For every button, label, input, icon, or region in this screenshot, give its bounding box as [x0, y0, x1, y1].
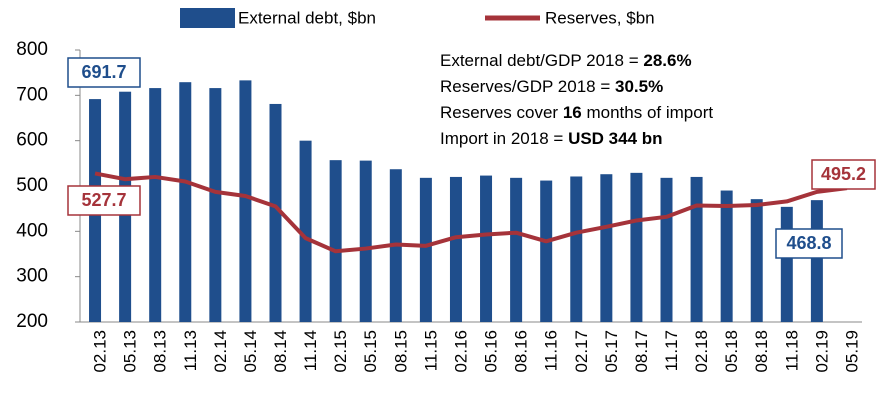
- legend-label: Reserves, $bn: [545, 8, 655, 27]
- x-tick-label: 05.17: [602, 330, 621, 373]
- bar: [510, 177, 523, 322]
- annotation-text: Import in 2018 =: [440, 129, 568, 148]
- bar: [239, 80, 252, 322]
- x-tick-label: 05.19: [842, 330, 861, 373]
- value-label-box: [67, 57, 141, 88]
- x-tick-label: 05.14: [241, 330, 260, 373]
- x-tick-label: 02.13: [91, 330, 110, 373]
- x-tick-label: 05.18: [722, 330, 741, 373]
- x-tick-label: 08.17: [632, 330, 651, 373]
- annotation: External debt/GDP 2018 = 28.6%: [440, 51, 692, 70]
- x-tick-label: 11.14: [301, 330, 320, 371]
- x-tick-label: 02.16: [451, 330, 470, 373]
- annotation-text: Reserves/GDP 2018 =: [440, 77, 615, 96]
- x-tick-label: 08.16: [512, 330, 531, 373]
- bar: [660, 177, 673, 322]
- x-tick-label: 11.17: [662, 330, 681, 371]
- y-tick-label: 200: [16, 311, 48, 332]
- bar: [209, 88, 222, 322]
- x-tick-label: 02.19: [812, 330, 831, 373]
- x-tick-label: 11.18: [782, 330, 801, 371]
- value-label: 495.2: [821, 164, 866, 184]
- y-tick-label: 600: [16, 130, 48, 151]
- bar: [570, 176, 583, 322]
- bar: [480, 175, 493, 322]
- bar: [419, 177, 432, 322]
- value-label-box: [775, 228, 843, 259]
- x-tick-label: 02.14: [211, 330, 230, 373]
- annotation-text: months of import: [582, 103, 714, 122]
- value-label: 527.7: [81, 190, 126, 210]
- bar: [690, 176, 703, 322]
- bar: [329, 160, 342, 322]
- value-label: 468.8: [786, 233, 831, 253]
- x-tick-label: 02.15: [331, 330, 350, 373]
- y-tick-label: 400: [16, 220, 48, 241]
- x-tick-label: 05.13: [121, 330, 140, 373]
- x-tick-label: 02.18: [692, 330, 711, 373]
- bar: [149, 88, 162, 322]
- x-tick-label: 08.14: [271, 330, 290, 373]
- value-label-box: [811, 159, 876, 190]
- bar: [449, 176, 462, 322]
- x-tick-label: 11.16: [542, 330, 561, 371]
- annotation-text: External debt/GDP 2018 =: [440, 51, 643, 70]
- bar: [630, 172, 643, 322]
- bar: [720, 190, 733, 322]
- x-tick-label: 02.17: [572, 330, 591, 373]
- bar: [269, 103, 282, 323]
- x-tick-label: 05.16: [482, 330, 501, 373]
- x-tick-label: 05.15: [361, 330, 380, 373]
- annotation-bold: 16: [563, 103, 582, 122]
- annotation-bold: USD 344 bn: [568, 129, 662, 148]
- line: [94, 171, 848, 254]
- bar: [540, 180, 553, 322]
- y-tick-label: 300: [16, 266, 48, 287]
- bar: [750, 199, 763, 322]
- bar: [600, 174, 613, 322]
- annotation-bold: 30.5%: [615, 77, 663, 96]
- y-tick-label: 800: [16, 39, 48, 60]
- y-tick-label: 700: [16, 84, 48, 105]
- bar: [780, 206, 793, 322]
- x-tick-label: 11.13: [181, 330, 200, 371]
- x-tick-label: 08.13: [151, 330, 170, 373]
- annotation-bold: 28.6%: [643, 51, 691, 70]
- bar: [179, 82, 192, 322]
- legend-label: External debt, $bn: [238, 8, 376, 27]
- bar: [359, 160, 372, 322]
- annotation: Reserves cover 16 months of import: [440, 103, 713, 122]
- x-tick-label: 08.18: [752, 330, 771, 373]
- value-label-box: [67, 185, 141, 216]
- annotation: Reserves/GDP 2018 = 30.5%: [440, 77, 663, 96]
- x-tick-label: 11.15: [421, 330, 440, 371]
- y-tick-label: 500: [16, 175, 48, 196]
- value-label: 691.7: [81, 62, 126, 82]
- x-tick-label: 08.15: [391, 330, 410, 373]
- annotation: Import in 2018 = USD 344 bn: [440, 129, 663, 148]
- annotation-text: Reserves cover: [440, 103, 563, 122]
- bar: [299, 140, 312, 322]
- legend-swatch-bars: [180, 8, 235, 28]
- bar: [810, 200, 823, 322]
